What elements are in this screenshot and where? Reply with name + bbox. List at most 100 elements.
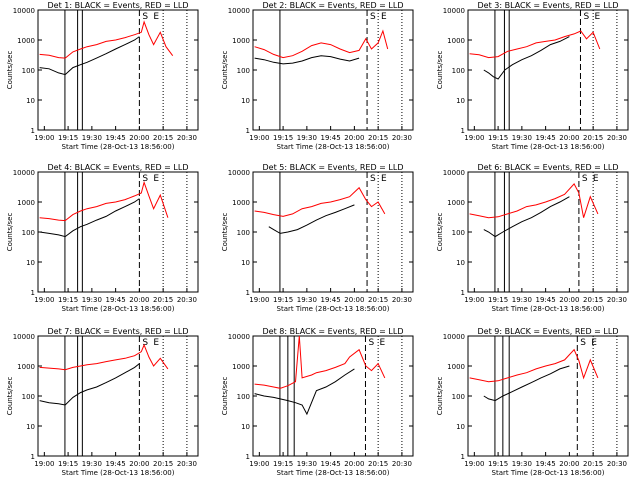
chart-panel-7: Det 7: BLACK = Events, RED = LLD 1 10 100 10… <box>6 327 199 477</box>
x-tick-label: 19:45 <box>106 460 126 468</box>
y-tick-label: 10 <box>241 259 250 267</box>
x-tick-label: 20:00 <box>344 296 364 304</box>
y-tick-label: 10000 <box>228 169 250 177</box>
x-tick-label: 19:15 <box>58 134 78 142</box>
x-tick-label: 20:00 <box>344 134 364 142</box>
x-tick-label: 19:30 <box>512 134 532 142</box>
lld-series-line <box>469 30 601 59</box>
x-axis-label: Start Time (28-Oct-13 18:56:00) <box>62 305 175 313</box>
x-tick-label: 19:00 <box>34 134 54 142</box>
x-tick-label: 19:15 <box>58 296 78 304</box>
x-tick-label: 19:45 <box>321 296 341 304</box>
y-tick-label: 10000 <box>228 7 250 15</box>
chart-title: Det 6: BLACK = Events, RED = LLD <box>478 163 619 172</box>
x-tick-label: 19:45 <box>536 296 556 304</box>
y-axis-label: Counts/sec <box>221 51 229 90</box>
x-tick-label: 19:00 <box>249 296 269 304</box>
y-tick-label: 1000 <box>447 37 465 45</box>
plot-frame <box>252 9 414 131</box>
marker-letter: E <box>593 174 599 184</box>
y-tick-label: 10000 <box>443 333 465 341</box>
y-tick-label: 10000 <box>13 333 35 341</box>
chart-panel-1: Det 1: BLACK = Events, RED = LLD 1 10 100 10… <box>6 1 199 151</box>
x-tick-label: 20:15 <box>368 134 388 142</box>
marker-letter: S <box>580 338 586 348</box>
y-tick-label: 100 <box>237 393 250 401</box>
marker-letter: S <box>370 12 376 22</box>
x-tick-label: 19:30 <box>297 134 317 142</box>
y-tick-label: 1 <box>461 127 465 135</box>
x-tick-label: 20:30 <box>177 134 197 142</box>
x-axis-label: Start Time (28-Oct-13 18:56:00) <box>492 143 605 151</box>
x-tick-label: 19:30 <box>297 296 317 304</box>
chart-panel-3: Det 3: BLACK = Events, RED = LLD 1 10 100 10… <box>436 1 629 151</box>
marker-letter: E <box>591 338 597 348</box>
plot-frame <box>252 335 414 457</box>
x-tick-label: 20:00 <box>559 460 579 468</box>
lld-series-line <box>254 29 389 59</box>
lld-series-line <box>469 183 599 219</box>
x-axis-label: Start Time (28-Oct-13 18:56:00) <box>277 305 390 313</box>
y-tick-label: 10000 <box>443 7 465 15</box>
y-tick-label: 100 <box>452 229 465 237</box>
x-tick-label: 20:30 <box>177 296 197 304</box>
x-tick-label: 20:15 <box>583 134 603 142</box>
y-tick-label: 1000 <box>232 199 250 207</box>
x-tick-label: 19:30 <box>82 134 102 142</box>
x-tick-label: 19:45 <box>321 460 341 468</box>
chart-title: Det 1: BLACK = Events, RED = LLD <box>48 1 189 10</box>
x-tick-label: 20:15 <box>153 134 173 142</box>
chart-title: Det 9: BLACK = Events, RED = LLD <box>478 327 619 336</box>
y-tick-label: 10 <box>26 259 35 267</box>
events-series-line <box>483 365 570 402</box>
plot-frame <box>467 335 629 457</box>
x-tick-label: 19:45 <box>106 134 126 142</box>
events-series-line <box>254 55 360 65</box>
y-tick-label: 10 <box>456 423 465 431</box>
y-tick-label: 1 <box>31 127 35 135</box>
x-tick-label: 20:15 <box>368 460 388 468</box>
y-tick-label: 10 <box>241 423 250 431</box>
y-tick-label: 1 <box>461 289 465 297</box>
events-series-line <box>39 363 140 406</box>
x-axis-label: Start Time (28-Oct-13 18:56:00) <box>492 305 605 313</box>
x-tick-label: 20:00 <box>559 134 579 142</box>
events-series-line <box>254 368 355 416</box>
marker-letter: S <box>582 174 588 184</box>
y-tick-label: 100 <box>237 229 250 237</box>
x-tick-label: 19:15 <box>488 460 508 468</box>
y-axis-label: Counts/sec <box>221 213 229 252</box>
chart-title: Det 5: BLACK = Events, RED = LLD <box>263 163 404 172</box>
y-tick-label: 1 <box>246 289 250 297</box>
chart-panel-9: Det 9: BLACK = Events, RED = LLD 1 10 100 10… <box>436 327 629 477</box>
marker-letter: S <box>142 174 148 184</box>
x-tick-label: 19:30 <box>512 296 532 304</box>
y-tick-label: 1 <box>246 453 250 461</box>
x-tick-label: 19:30 <box>512 460 532 468</box>
y-axis-label: Counts/sec <box>436 51 444 90</box>
x-axis-label: Start Time (28-Oct-13 18:56:00) <box>277 469 390 477</box>
marker-letter: E <box>153 174 159 184</box>
events-series-line <box>39 36 140 76</box>
events-series-line <box>483 36 570 80</box>
x-axis-label: Start Time (28-Oct-13 18:56:00) <box>62 469 175 477</box>
x-tick-label: 20:30 <box>607 460 627 468</box>
marker-letter: E <box>379 338 385 348</box>
plot-frame <box>37 9 199 131</box>
chart-title: Det 7: BLACK = Events, RED = LLD <box>48 327 189 336</box>
y-axis-label: Counts/sec <box>6 213 14 252</box>
x-tick-label: 19:45 <box>321 134 341 142</box>
y-tick-label: 100 <box>22 229 35 237</box>
x-tick-label: 19:45 <box>536 134 556 142</box>
x-tick-label: 19:00 <box>464 460 484 468</box>
x-tick-label: 19:00 <box>464 296 484 304</box>
lld-series-line <box>39 20 174 59</box>
x-tick-label: 19:15 <box>58 460 78 468</box>
x-axis-label: Start Time (28-Oct-13 18:56:00) <box>277 143 390 151</box>
y-tick-label: 100 <box>22 67 35 75</box>
y-tick-label: 100 <box>452 67 465 75</box>
marker-letter: E <box>153 12 159 22</box>
y-axis-label: Counts/sec <box>436 377 444 416</box>
events-series-line <box>268 204 355 234</box>
